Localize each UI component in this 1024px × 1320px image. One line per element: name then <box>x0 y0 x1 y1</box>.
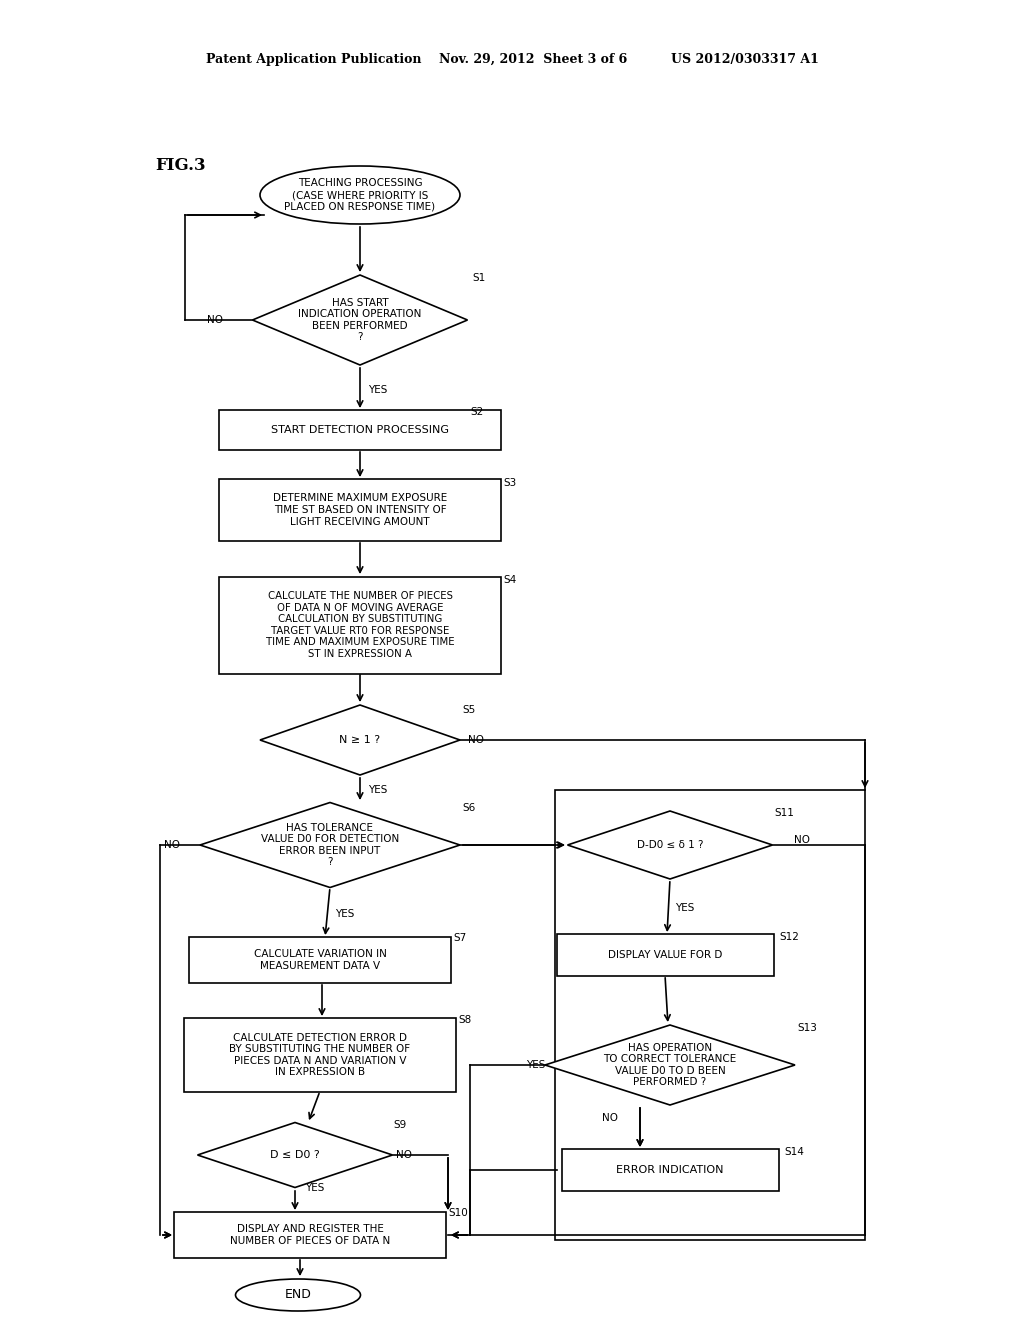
Polygon shape <box>198 1122 392 1188</box>
Text: YES: YES <box>305 1183 325 1193</box>
Text: HAS TOLERANCE
VALUE D0 FOR DETECTION
ERROR BEEN INPUT
?: HAS TOLERANCE VALUE D0 FOR DETECTION ERR… <box>261 822 399 867</box>
FancyBboxPatch shape <box>189 937 451 983</box>
Text: D ≤ D0 ?: D ≤ D0 ? <box>270 1150 319 1160</box>
Text: D-D0 ≤ δ 1 ?: D-D0 ≤ δ 1 ? <box>637 840 703 850</box>
Text: CALCULATE THE NUMBER OF PIECES
OF DATA N OF MOVING AVERAGE
CALCULATION BY SUBSTI: CALCULATE THE NUMBER OF PIECES OF DATA N… <box>265 591 455 659</box>
Text: S8: S8 <box>458 1015 471 1026</box>
Text: NO: NO <box>468 735 484 744</box>
Ellipse shape <box>236 1279 360 1311</box>
Text: DISPLAY AND REGISTER THE
NUMBER OF PIECES OF DATA N: DISPLAY AND REGISTER THE NUMBER OF PIECE… <box>229 1224 390 1246</box>
Text: S11: S11 <box>774 808 794 818</box>
Polygon shape <box>545 1026 795 1105</box>
Text: YES: YES <box>368 385 387 395</box>
FancyBboxPatch shape <box>174 1212 446 1258</box>
Text: FIG.3: FIG.3 <box>155 157 206 173</box>
Text: YES: YES <box>675 903 694 913</box>
Text: S5: S5 <box>462 705 475 715</box>
Text: S13: S13 <box>797 1023 817 1034</box>
Text: NO: NO <box>602 1113 618 1123</box>
Ellipse shape <box>260 166 460 224</box>
Text: HAS START
INDICATION OPERATION
BEEN PERFORMED
?: HAS START INDICATION OPERATION BEEN PERF… <box>298 297 422 342</box>
Polygon shape <box>200 803 460 887</box>
Text: S12: S12 <box>779 932 799 942</box>
FancyBboxPatch shape <box>184 1018 456 1092</box>
Text: END: END <box>285 1288 311 1302</box>
Text: CALCULATE VARIATION IN
MEASUREMENT DATA V: CALCULATE VARIATION IN MEASUREMENT DATA … <box>254 949 386 970</box>
FancyBboxPatch shape <box>561 1148 778 1191</box>
Text: S2: S2 <box>470 407 483 417</box>
Text: YES: YES <box>335 909 354 919</box>
Text: S14: S14 <box>784 1147 804 1158</box>
Text: START DETECTION PROCESSING: START DETECTION PROCESSING <box>271 425 449 436</box>
Text: CALCULATE DETECTION ERROR D
BY SUBSTITUTING THE NUMBER OF
PIECES DATA N AND VARI: CALCULATE DETECTION ERROR D BY SUBSTITUT… <box>229 1032 411 1077</box>
Text: S10: S10 <box>449 1208 468 1218</box>
Text: S4: S4 <box>503 576 516 585</box>
Text: TEACHING PROCESSING
(CASE WHERE PRIORITY IS
PLACED ON RESPONSE TIME): TEACHING PROCESSING (CASE WHERE PRIORITY… <box>285 178 435 211</box>
Text: S6: S6 <box>462 803 475 813</box>
Text: S9: S9 <box>393 1119 407 1130</box>
Text: NO: NO <box>164 840 180 850</box>
Text: NO: NO <box>396 1150 412 1160</box>
Text: DISPLAY VALUE FOR D: DISPLAY VALUE FOR D <box>608 950 722 960</box>
Text: DETERMINE MAXIMUM EXPOSURE
TIME ST BASED ON INTENSITY OF
LIGHT RECEIVING AMOUNT: DETERMINE MAXIMUM EXPOSURE TIME ST BASED… <box>272 494 447 527</box>
Text: S1: S1 <box>472 273 485 282</box>
Text: N ≥ 1 ?: N ≥ 1 ? <box>339 735 381 744</box>
Text: HAS OPERATION
TO CORRECT TOLERANCE
VALUE D0 TO D BEEN
PERFORMED ?: HAS OPERATION TO CORRECT TOLERANCE VALUE… <box>603 1043 736 1088</box>
Polygon shape <box>567 810 772 879</box>
Polygon shape <box>260 705 460 775</box>
Text: NO: NO <box>207 315 223 325</box>
Text: S3: S3 <box>503 478 516 488</box>
Text: Patent Application Publication    Nov. 29, 2012  Sheet 3 of 6          US 2012/0: Patent Application Publication Nov. 29, … <box>206 54 818 66</box>
FancyBboxPatch shape <box>219 577 501 673</box>
Text: YES: YES <box>525 1060 545 1071</box>
Text: S7: S7 <box>453 933 466 942</box>
Polygon shape <box>253 275 468 366</box>
Text: NO: NO <box>794 836 810 845</box>
FancyBboxPatch shape <box>219 411 501 450</box>
FancyBboxPatch shape <box>556 935 773 975</box>
Text: ERROR INDICATION: ERROR INDICATION <box>616 1166 724 1175</box>
FancyBboxPatch shape <box>219 479 501 541</box>
Text: YES: YES <box>368 785 387 795</box>
